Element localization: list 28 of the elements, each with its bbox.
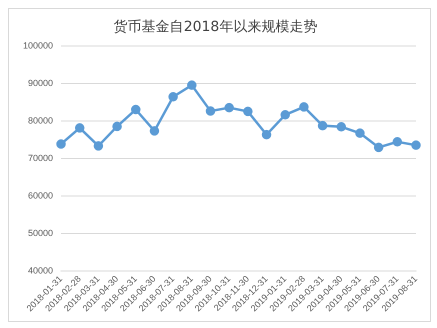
point <box>411 140 421 150</box>
point <box>299 102 309 112</box>
point <box>318 120 328 130</box>
point <box>243 106 253 116</box>
y-tick-label: 100000 <box>22 40 54 50</box>
point <box>187 80 197 90</box>
point <box>74 123 84 133</box>
y-tick-label: 60000 <box>28 190 54 200</box>
point <box>56 139 66 149</box>
point <box>355 128 365 138</box>
point <box>168 92 178 102</box>
point <box>112 122 122 132</box>
y-tick-label: 90000 <box>28 78 54 88</box>
point <box>374 142 384 152</box>
point <box>392 137 402 147</box>
point <box>224 102 234 112</box>
point <box>94 141 104 151</box>
y-tick-label: 40000 <box>28 265 54 276</box>
point <box>280 110 290 120</box>
y-tick-label: 80000 <box>28 115 54 126</box>
point <box>336 122 346 132</box>
chart-title: 货币基金自2018年以来规模走势 <box>114 19 318 36</box>
point <box>262 130 272 140</box>
y-tick-label: 50000 <box>28 228 54 238</box>
y-tick-label: 70000 <box>28 152 54 163</box>
point <box>206 106 216 116</box>
point <box>131 104 141 114</box>
point <box>150 126 160 136</box>
